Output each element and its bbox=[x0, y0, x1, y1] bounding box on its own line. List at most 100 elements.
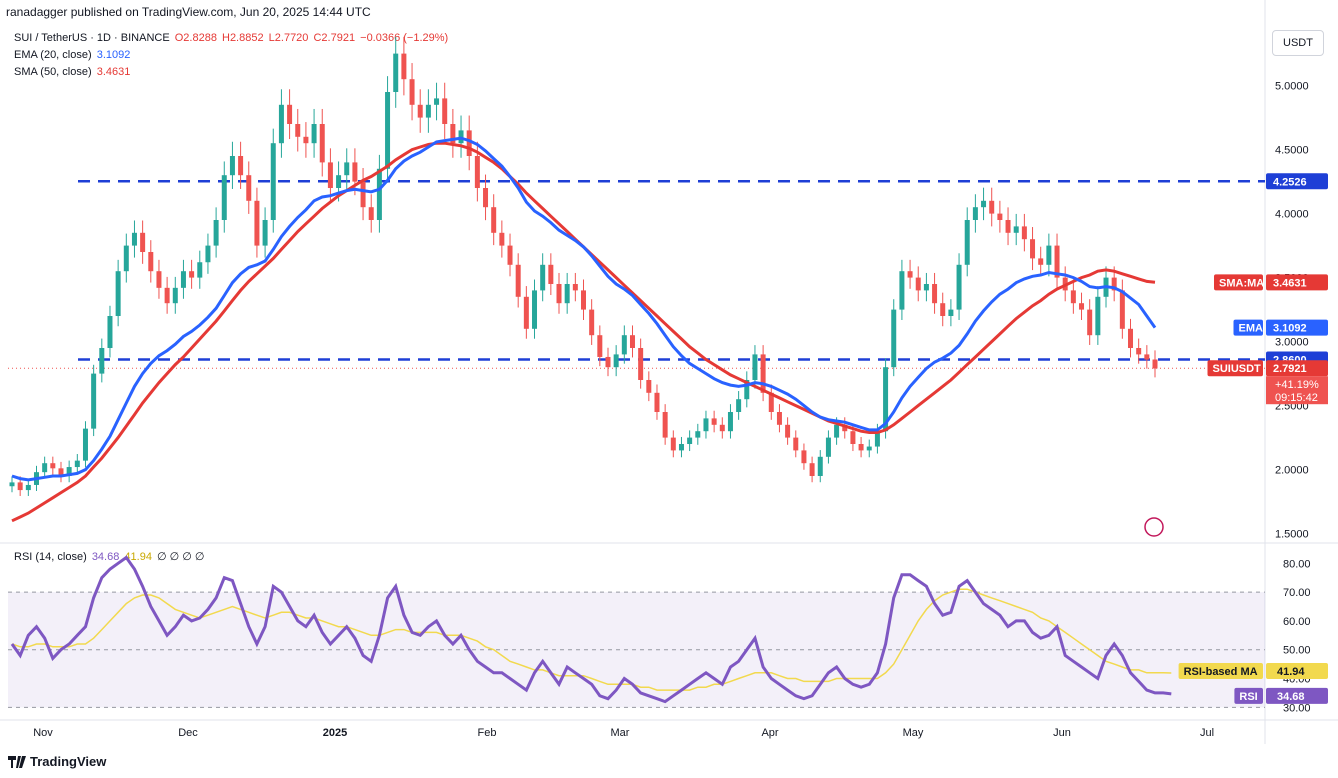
candle-body bbox=[385, 92, 391, 169]
price-tag-value-box bbox=[1266, 173, 1328, 190]
candle-body bbox=[972, 207, 978, 220]
candle-body bbox=[58, 468, 64, 476]
price-tag-value-box bbox=[1266, 360, 1328, 377]
candle-body bbox=[131, 232, 137, 246]
time-axis-label: Apr bbox=[761, 727, 778, 739]
candle-body bbox=[768, 392, 774, 412]
candle-body bbox=[25, 484, 31, 491]
candle-body bbox=[850, 431, 856, 444]
candle-body bbox=[1087, 309, 1093, 336]
candle-body bbox=[1013, 226, 1019, 233]
candle-body bbox=[499, 232, 505, 246]
candle-body bbox=[336, 175, 342, 188]
last-price-extra-box bbox=[1266, 376, 1328, 405]
candle-body bbox=[474, 156, 480, 188]
time-axis-label: Nov bbox=[33, 727, 53, 739]
price-tick-label: 5.0000 bbox=[1275, 81, 1309, 93]
candle-body bbox=[82, 428, 88, 461]
candle-body bbox=[319, 124, 325, 163]
candle-body bbox=[99, 348, 105, 374]
time-axis-label: May bbox=[903, 727, 924, 739]
candle-body bbox=[491, 207, 497, 233]
candle-body bbox=[123, 245, 129, 272]
publisher-header: ranadagger published on TradingView.com,… bbox=[6, 5, 371, 19]
candle-body bbox=[205, 245, 211, 263]
candle-body bbox=[858, 444, 864, 451]
candle-body bbox=[589, 309, 595, 336]
candle-body bbox=[393, 53, 399, 92]
ema-20-line bbox=[11, 136, 1157, 482]
time-axis-label: Dec bbox=[178, 727, 198, 739]
rsi-tag-label: RSI-based MA bbox=[1184, 666, 1258, 678]
time-axis-label: Jun bbox=[1053, 727, 1071, 739]
candle-body bbox=[148, 252, 154, 272]
candle-body bbox=[1070, 290, 1076, 304]
price-tag-label-box bbox=[1207, 360, 1263, 377]
candle-body bbox=[483, 188, 489, 208]
candle-body bbox=[172, 287, 178, 304]
candle-body bbox=[540, 264, 546, 291]
rsi-tag-value: 34.68 bbox=[1277, 691, 1305, 703]
candle-body bbox=[466, 130, 472, 156]
rsi-ma-value: 41.94 bbox=[124, 551, 152, 563]
candle-body bbox=[107, 316, 113, 348]
time-axis-label: Mar bbox=[611, 727, 630, 739]
candle-body bbox=[1136, 348, 1142, 355]
rsi-tick-label: 50.00 bbox=[1283, 645, 1311, 657]
candle-body bbox=[417, 104, 423, 118]
price-tag-label: EMA bbox=[1239, 323, 1264, 335]
candle-body bbox=[278, 104, 284, 144]
rsi-tick-label: 30.00 bbox=[1283, 702, 1311, 714]
price-tag-label: SUIUSDT bbox=[1213, 363, 1262, 375]
candle-body bbox=[646, 380, 652, 393]
candle-body bbox=[66, 467, 72, 476]
candle-body bbox=[254, 200, 260, 246]
price-tag-value: 4.2526 bbox=[1273, 176, 1307, 188]
candle-body bbox=[687, 437, 693, 444]
ema-label: EMA (20, close) bbox=[14, 49, 92, 61]
candle-body bbox=[899, 271, 905, 310]
candle-body bbox=[940, 303, 946, 316]
candle-body bbox=[344, 162, 350, 176]
lightning-icon bbox=[1144, 517, 1164, 537]
candle-body bbox=[727, 412, 733, 432]
candle-body bbox=[581, 290, 586, 310]
candle-body bbox=[834, 424, 840, 438]
ema-value: 3.1092 bbox=[96, 49, 131, 61]
candle-body bbox=[434, 98, 440, 105]
candle-body bbox=[907, 271, 913, 278]
candle-body bbox=[1005, 220, 1011, 233]
price-tag-value: 2.7921 bbox=[1273, 363, 1307, 375]
last-price-extra-text: 09:15:42 bbox=[1275, 392, 1318, 404]
candle-body bbox=[1021, 226, 1027, 240]
candle-body bbox=[956, 264, 962, 310]
candle-body bbox=[368, 207, 374, 220]
currency-selector[interactable]: USDT bbox=[1272, 30, 1324, 56]
candle-body bbox=[1111, 277, 1117, 291]
candle-body bbox=[1144, 354, 1150, 360]
candle-body bbox=[548, 264, 554, 284]
candle-body bbox=[801, 450, 807, 464]
price-tag-value-box bbox=[1266, 274, 1328, 291]
rsi-tick-label: 70.00 bbox=[1283, 587, 1311, 599]
rsi-legend: RSI (14, close) 34.68 41.94 ∅ ∅ ∅ ∅ bbox=[14, 550, 207, 563]
rsi-tag-label: RSI bbox=[1239, 691, 1257, 703]
candle-body bbox=[17, 482, 23, 491]
open-value: O2.8288 bbox=[174, 32, 217, 44]
candle-body bbox=[638, 348, 644, 380]
candle-body bbox=[1152, 359, 1158, 369]
candle-body bbox=[678, 444, 684, 451]
candle-body bbox=[352, 162, 358, 182]
candle-body bbox=[311, 124, 317, 144]
price-tag-label-box bbox=[1233, 319, 1263, 336]
time-axis-label: Jul bbox=[1200, 727, 1214, 739]
candle-body bbox=[629, 335, 635, 348]
footer-text: TradingView bbox=[30, 754, 107, 769]
rsi-tag-label-box bbox=[1234, 687, 1263, 704]
rsi-tick-label: 60.00 bbox=[1283, 616, 1311, 628]
price-tick-label: 2.0000 bbox=[1275, 465, 1309, 477]
candle-body bbox=[744, 380, 750, 400]
candle-body bbox=[238, 156, 244, 176]
rsi-line bbox=[10, 555, 1172, 704]
